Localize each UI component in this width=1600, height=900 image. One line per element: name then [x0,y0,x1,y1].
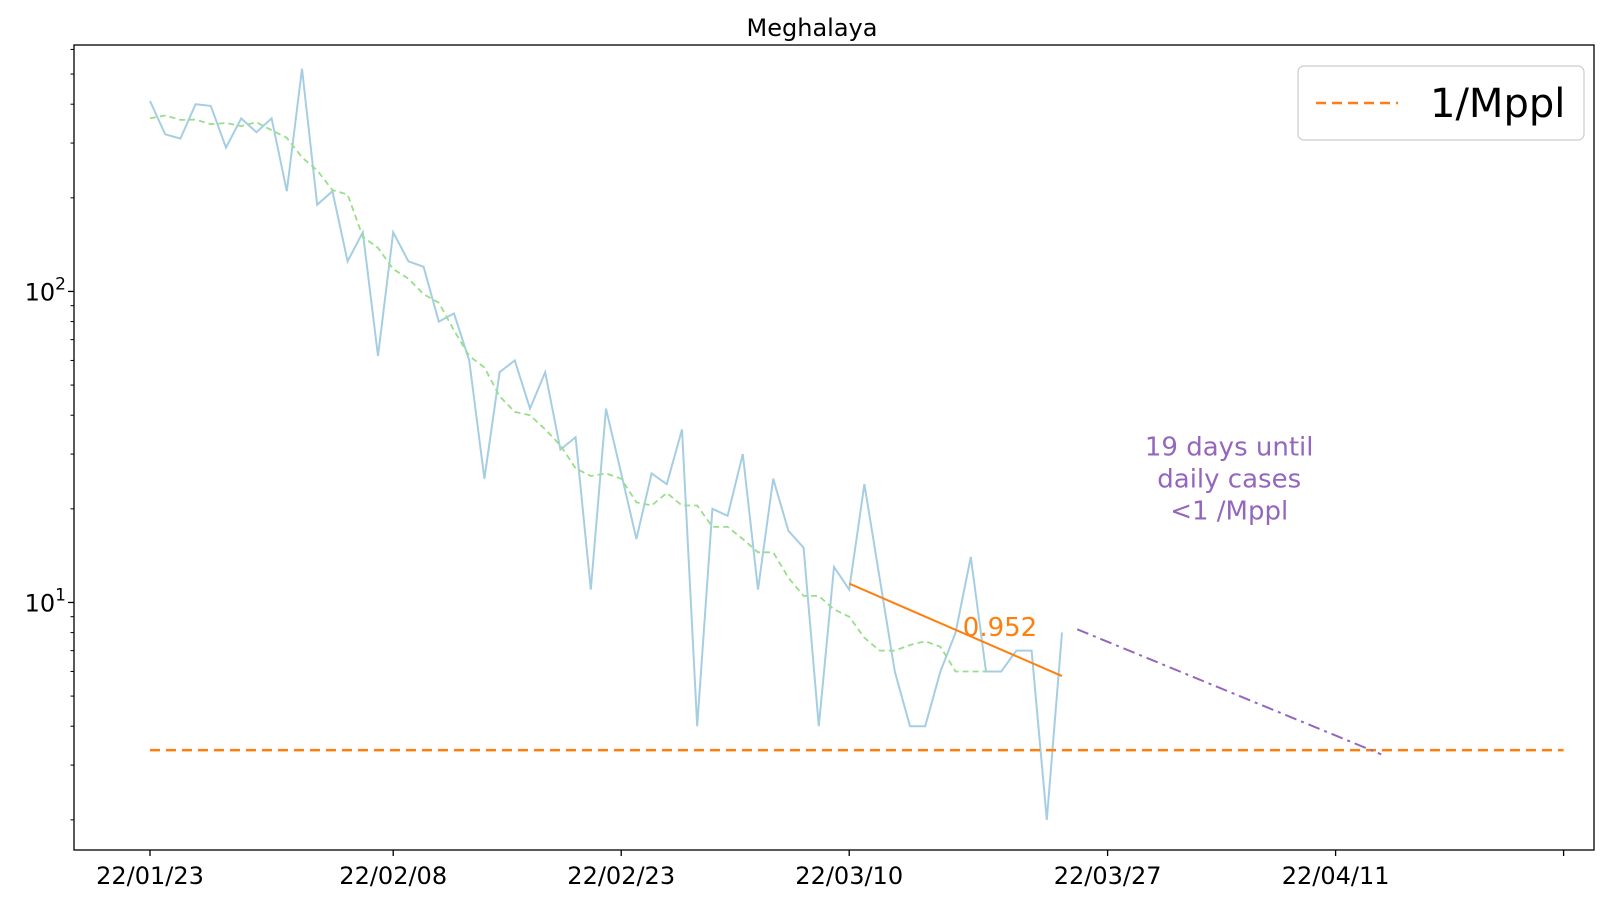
x-tick-label: 22/04/11 [1282,862,1390,890]
plot-frame [73,44,1595,851]
annotation-line: <1 /Mppl [1170,497,1288,527]
x-tick-label: 22/01/23 [96,862,204,890]
fit-rate-label: 0.952 [963,613,1037,643]
legend: 1/Mppl [1297,65,1585,141]
y-tick-label: 101 [25,585,66,617]
x-tick-label: 22/03/27 [1054,862,1162,890]
x-tick-label: 22/02/08 [339,862,447,890]
legend-label: 1/Mppl [1430,81,1565,127]
annotation-line: 19 days until [1145,433,1314,463]
projection-line [1076,628,1382,756]
series-line-rolling-average [149,114,986,673]
x-tick-label: 22/02/23 [567,862,675,890]
x-tick-label: 22/03/10 [795,862,903,890]
y-tick-label: 102 [25,274,66,306]
chart-title: Meghalaya [747,14,878,42]
fit-line [848,582,1063,677]
series-line-daily [149,68,1063,820]
axes: 22/01/23 22/02/08 22/02/23 22/03/10 22/03/27… [25,44,1595,890]
annotation-line: daily cases [1157,465,1301,495]
legend-box [1297,65,1585,141]
